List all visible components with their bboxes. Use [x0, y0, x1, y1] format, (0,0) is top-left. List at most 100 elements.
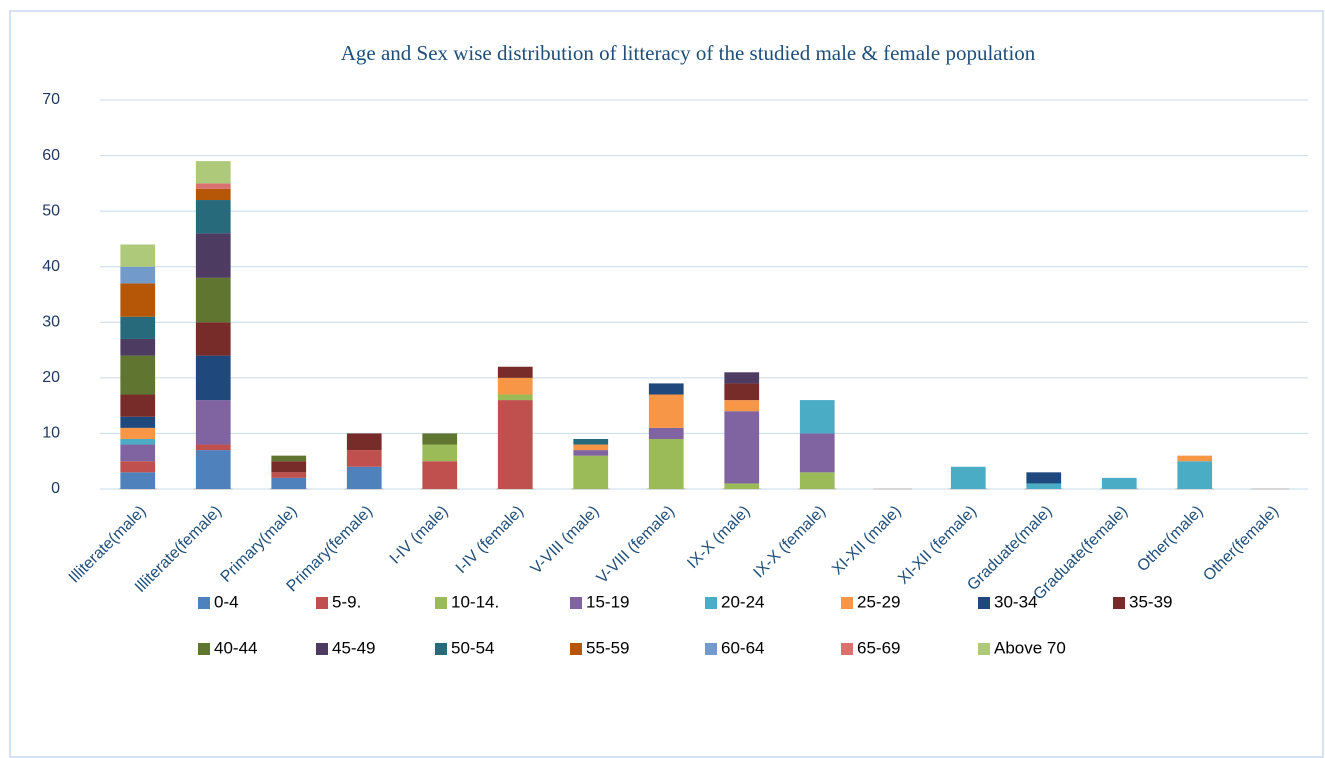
bar-segment — [497, 366, 533, 378]
bar-segment — [120, 438, 156, 445]
bar-segment — [648, 438, 684, 489]
bar-segment — [1026, 472, 1062, 484]
bar-segment — [195, 400, 231, 445]
y-tick-label: 70 — [42, 91, 60, 108]
bar-segment — [346, 433, 382, 451]
legend-swatch — [316, 643, 328, 655]
bar-segment — [497, 400, 533, 489]
legend-label: 25-29 — [857, 592, 900, 611]
bar-segment — [573, 450, 609, 456]
legend-label: 45-49 — [332, 638, 375, 657]
y-tick-label: 40 — [42, 258, 60, 275]
bar-segment — [271, 477, 307, 489]
bar-segment — [724, 372, 760, 384]
bar-shadow — [873, 488, 913, 490]
bar-segment — [346, 450, 382, 467]
bar-segment — [271, 461, 307, 473]
bar-segment — [1177, 461, 1213, 489]
legend-swatch — [435, 643, 447, 655]
legend-label: 30-34 — [994, 592, 1037, 611]
bar-segment — [195, 444, 231, 451]
bar-segment — [195, 355, 231, 401]
bar-segment — [195, 200, 231, 234]
bar-segment — [497, 377, 533, 395]
legend-swatch — [978, 597, 990, 609]
legend-swatch — [841, 643, 853, 655]
bar-segment — [724, 400, 760, 412]
bar-segment — [573, 444, 609, 451]
bar-segment — [271, 472, 307, 478]
bar-segment — [271, 455, 307, 462]
legend-swatch — [316, 597, 328, 609]
bar-segment — [497, 394, 533, 401]
legend-label: 65-69 — [857, 638, 900, 657]
legend-swatch — [1113, 597, 1125, 609]
legend-swatch — [978, 643, 990, 655]
bar-segment — [120, 427, 156, 439]
y-tick-label: 20 — [42, 369, 60, 386]
legend-label: 50-54 — [451, 638, 494, 657]
y-tick-label: 0 — [51, 480, 60, 497]
bar-segment — [195, 233, 231, 278]
legend-label: 0-4 — [214, 592, 239, 611]
legend-label: 5-9. — [332, 592, 361, 611]
bar-segment — [724, 411, 760, 484]
bar-segment — [799, 400, 835, 434]
y-tick-label: 50 — [42, 202, 60, 219]
legend-label: 40-44 — [214, 638, 257, 657]
bar-segment — [648, 394, 684, 428]
legend-swatch — [435, 597, 447, 609]
legend-swatch — [198, 597, 210, 609]
legend-swatch — [705, 643, 717, 655]
bar-segment — [120, 444, 156, 462]
legend-label: 35-39 — [1129, 592, 1172, 611]
bar-segment — [120, 266, 156, 284]
bar-segment — [120, 244, 156, 267]
legend-swatch — [198, 643, 210, 655]
bar-segment — [1177, 455, 1213, 462]
bar-segment — [195, 188, 231, 201]
bar-segment — [120, 472, 156, 489]
bar-segment — [573, 438, 609, 445]
bar-segment — [120, 355, 156, 395]
bar-segment — [195, 450, 231, 489]
bar-segment — [195, 183, 231, 189]
y-tick-label: 10 — [42, 425, 60, 442]
bar-segment — [573, 455, 609, 489]
bar-segment — [799, 472, 835, 489]
bar-segment — [120, 394, 156, 417]
bar-segment — [648, 427, 684, 439]
legend-swatch — [570, 643, 582, 655]
legend-label: 20-24 — [721, 592, 764, 611]
bar-shadow — [1250, 488, 1290, 490]
bar-segment — [195, 161, 231, 184]
legend-label: 10-14. — [451, 592, 499, 611]
legend-label: Above 70 — [994, 638, 1066, 657]
legend-label: 55-59 — [586, 638, 629, 657]
bar-segment — [422, 433, 458, 445]
bar-segment — [120, 461, 156, 473]
bar-segment — [346, 466, 382, 489]
bar-segment — [195, 322, 231, 356]
bar-segment — [422, 461, 458, 489]
bar-segment — [724, 483, 760, 489]
bar-segment — [195, 277, 231, 323]
bar-segment — [120, 283, 156, 317]
legend-swatch — [705, 597, 717, 609]
bar-segment — [799, 433, 835, 473]
chart-title: Age and Sex wise distribution of littera… — [341, 41, 1036, 65]
bar-segment — [422, 444, 458, 462]
bar-segment — [120, 338, 156, 356]
legend-swatch — [570, 597, 582, 609]
bar-segment — [1101, 477, 1137, 489]
bar-segment — [120, 416, 156, 428]
legend-label: 15-19 — [586, 592, 629, 611]
bar-segment — [1026, 483, 1062, 489]
bar-segment — [120, 316, 156, 339]
legend-label: 60-64 — [721, 638, 764, 657]
legend-swatch — [841, 597, 853, 609]
bar-segment — [950, 466, 986, 489]
bar-segment — [648, 383, 684, 395]
bar-segment — [724, 383, 760, 401]
